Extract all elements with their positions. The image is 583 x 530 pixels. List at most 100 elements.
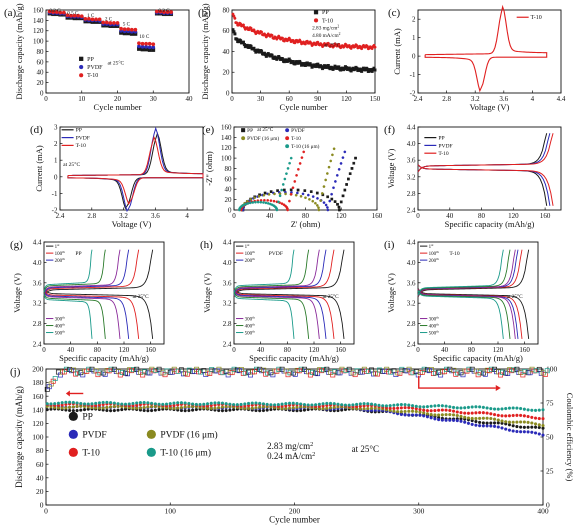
annotation: 2.83 mg/cm2 <box>312 25 339 32</box>
efficiency-point <box>254 366 259 372</box>
discharge-curve <box>43 294 93 339</box>
data-point-t-10-16-m- <box>286 167 290 170</box>
data-point-pvdf-16-m- <box>481 416 485 420</box>
data-point-t-10 <box>269 199 273 203</box>
data-point-t-10-16-m- <box>142 400 146 405</box>
legend-label: PVDF <box>87 65 103 71</box>
data-point-t-10 <box>519 413 523 418</box>
text-part: th <box>62 257 65 261</box>
panel-label: (f) <box>384 124 395 136</box>
x-tick-label: 200 <box>289 507 301 516</box>
data-point-pvdf-16-m- <box>463 415 467 419</box>
legend-label: 1st <box>55 243 60 250</box>
discharge-curve <box>233 291 310 339</box>
y-tick-label: 0 <box>54 173 58 181</box>
data-point-t-10 <box>451 409 456 413</box>
data-point-pvdf-16-m- <box>284 192 287 196</box>
legend-label: 400th <box>429 323 439 330</box>
data-point-t-10-16-m- <box>179 401 184 405</box>
data-point-pvdf <box>332 186 335 190</box>
data-point-t-10-16-m- <box>288 161 291 165</box>
y-tick-label: 0 <box>40 501 44 510</box>
y-tick-label: -2 <box>52 206 58 214</box>
data-point-pvdf <box>334 180 337 183</box>
data-point-t-10-16-m- <box>336 402 340 406</box>
data-point-pvdf <box>433 417 437 421</box>
data-point-pvdf-16-m- <box>179 405 184 410</box>
y-tick-label: -1 <box>52 190 58 198</box>
data-point-pvdf <box>328 199 332 203</box>
data-point-t-10-16-m- <box>448 405 452 409</box>
data-point-t-10-16-m- <box>123 402 128 406</box>
efficiency-point <box>444 366 450 372</box>
data-point-pvdf-16-m- <box>267 193 271 196</box>
cv-curve-t-10 <box>424 4 548 93</box>
charge-curve <box>417 249 516 297</box>
data-point-t-10-16-m- <box>172 401 176 405</box>
legend-label: PVDF (16 μm) <box>160 429 217 440</box>
x-tick-label: 30 <box>150 95 158 103</box>
data-point-pvdf-16-m- <box>328 406 333 410</box>
data-point-pvdf <box>341 156 345 159</box>
data-point-t-10-16-m- <box>248 201 252 205</box>
data-point-pvdf-16-m- <box>537 423 541 427</box>
charge-curve <box>43 249 130 296</box>
data-point-pvdf-16-m- <box>437 413 441 417</box>
data-point-t-10-16-m- <box>310 403 314 407</box>
data-point-t-10-16-m- <box>455 406 459 410</box>
data-point-pp <box>350 167 354 170</box>
y-axis-label: Discharge capacity (mAh/g) <box>14 3 24 99</box>
data-point-t-10-16-m- <box>285 172 288 176</box>
data-point-t-10-16-m- <box>131 401 135 406</box>
data-point-t-10-16-m- <box>60 401 64 405</box>
data-point-t-10 <box>76 13 81 18</box>
data-point-pvdf-16-m- <box>183 405 187 409</box>
data-point-t-10 <box>541 417 545 421</box>
x-tick-label: 3.6 <box>499 95 508 103</box>
y-tick-label: 2 <box>54 140 58 148</box>
data-point-t-10-16-m- <box>332 402 336 406</box>
efficiency-point <box>466 366 472 372</box>
x-tick-label: 2.8 <box>87 212 96 220</box>
efficiency-point <box>97 370 103 376</box>
data-point-pvdf-16-m- <box>530 421 534 425</box>
data-point-t-10-16-m- <box>161 402 165 406</box>
data-point-pvdf-16-m- <box>294 193 298 197</box>
data-point-t-10 <box>463 411 467 415</box>
data-point-pvdf <box>330 192 333 196</box>
data-point-t-10-16-m- <box>213 401 217 405</box>
text-part: th <box>252 316 255 320</box>
legend-label: PP <box>322 10 329 16</box>
data-point-t-10-16-m- <box>478 405 482 409</box>
data-point-pvdf-16-m- <box>284 406 288 411</box>
data-point-pvdf-16-m- <box>511 420 515 424</box>
y-tick-label: 3.2 <box>407 300 416 308</box>
y-tick-label: 3 <box>54 123 58 131</box>
text-part: th <box>252 323 255 327</box>
data-point-pvdf <box>500 426 504 430</box>
x-axis-label: Specific capacity (mAh/g) <box>433 353 523 363</box>
x-axis-label: Cycle number <box>94 102 142 112</box>
x-tick-label: 40 <box>257 346 265 354</box>
data-point-t-10-16-m- <box>254 401 258 405</box>
data-point-pvdf-16-m- <box>209 406 213 410</box>
data-point-pp <box>187 408 191 413</box>
data-point-t-10-16-m- <box>347 403 351 407</box>
y-tick-label: 40 <box>225 186 233 194</box>
text-part: 1 <box>245 245 248 250</box>
data-point-t-10-16-m- <box>224 402 228 406</box>
efficiency-point <box>287 370 293 376</box>
text-part: th <box>62 316 65 320</box>
y-tick-label: 200 <box>32 365 44 374</box>
charge-curve <box>233 249 310 295</box>
data-point-t-10-16-m- <box>220 401 225 405</box>
data-point-t-10-16-m- <box>340 403 344 407</box>
data-point-pvdf-16-m- <box>455 413 459 418</box>
data-point-pvdf-16-m- <box>358 407 362 411</box>
x-tick-label: 160 <box>145 346 156 354</box>
panel-h: 0 40 80 120 160 2.4 2.8 3.2 3.6 4.0 4.4 Specific ca… <box>200 238 355 363</box>
data-point-pvdf <box>448 418 452 422</box>
panel-label: (h) <box>200 239 213 251</box>
x-tick-label: 0 <box>44 507 48 516</box>
efficiency-point <box>309 369 315 375</box>
